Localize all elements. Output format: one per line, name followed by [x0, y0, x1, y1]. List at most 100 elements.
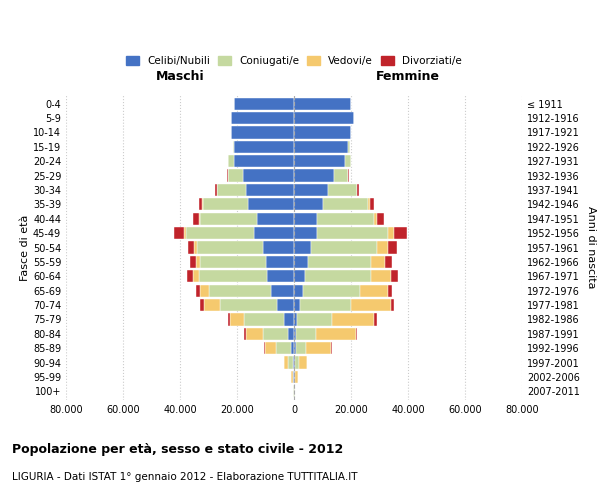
Bar: [294, 242, 311, 254]
Bar: [220, 299, 277, 311]
Bar: [197, 242, 263, 254]
Bar: [193, 270, 199, 282]
Bar: [359, 284, 388, 297]
Bar: [234, 155, 294, 168]
Bar: [188, 242, 194, 254]
Bar: [388, 227, 394, 239]
Bar: [289, 328, 294, 340]
Bar: [217, 184, 245, 196]
Bar: [348, 140, 350, 153]
Bar: [295, 371, 298, 383]
Bar: [203, 198, 248, 210]
Bar: [371, 256, 385, 268]
Bar: [194, 242, 197, 254]
Bar: [299, 356, 307, 368]
Bar: [277, 299, 294, 311]
Bar: [196, 284, 200, 297]
Bar: [265, 256, 294, 268]
Bar: [284, 314, 294, 326]
Bar: [295, 356, 299, 368]
Bar: [302, 284, 359, 297]
Bar: [374, 314, 377, 326]
Bar: [230, 314, 244, 326]
Bar: [174, 227, 184, 239]
Bar: [368, 198, 370, 210]
Bar: [294, 155, 346, 168]
Bar: [193, 212, 199, 225]
Bar: [391, 299, 394, 311]
Bar: [204, 299, 220, 311]
Bar: [371, 270, 391, 282]
Bar: [356, 328, 357, 340]
Bar: [215, 184, 217, 196]
Bar: [316, 328, 356, 340]
Bar: [234, 140, 294, 153]
Bar: [234, 98, 294, 110]
Bar: [374, 212, 377, 225]
Bar: [294, 170, 334, 181]
Bar: [200, 284, 209, 297]
Bar: [294, 198, 323, 210]
Bar: [244, 328, 245, 340]
Bar: [294, 184, 328, 196]
Bar: [184, 227, 186, 239]
Bar: [265, 342, 277, 354]
Bar: [298, 314, 332, 326]
Bar: [294, 256, 308, 268]
Bar: [370, 198, 374, 210]
Bar: [294, 356, 295, 368]
Bar: [394, 227, 407, 239]
Bar: [200, 212, 257, 225]
Bar: [290, 342, 294, 354]
Bar: [233, 140, 234, 153]
Bar: [391, 270, 398, 282]
Y-axis label: Fasce di età: Fasce di età: [20, 214, 30, 280]
Bar: [385, 256, 392, 268]
Bar: [294, 284, 302, 297]
Text: Femmine: Femmine: [376, 70, 440, 83]
Bar: [284, 356, 289, 368]
Bar: [277, 342, 290, 354]
Bar: [294, 98, 351, 110]
Bar: [317, 212, 374, 225]
Bar: [267, 270, 294, 282]
Bar: [388, 284, 392, 297]
Bar: [248, 198, 294, 210]
Text: LIGURIA - Dati ISTAT 1° gennaio 2012 - Elaborazione TUTTITALIA.IT: LIGURIA - Dati ISTAT 1° gennaio 2012 - E…: [12, 472, 358, 482]
Bar: [232, 112, 294, 124]
Bar: [311, 242, 377, 254]
Bar: [227, 170, 229, 181]
Bar: [200, 256, 265, 268]
Bar: [186, 227, 254, 239]
Bar: [317, 227, 388, 239]
Bar: [334, 170, 348, 181]
Bar: [308, 256, 371, 268]
Bar: [196, 256, 200, 268]
Bar: [294, 227, 317, 239]
Bar: [294, 342, 296, 354]
Bar: [242, 170, 294, 181]
Bar: [294, 299, 300, 311]
Legend: Celibi/Nubili, Coniugati/e, Vedovi/e, Divorziati/e: Celibi/Nubili, Coniugati/e, Vedovi/e, Di…: [122, 52, 466, 70]
Bar: [291, 371, 293, 383]
Bar: [296, 328, 316, 340]
Bar: [296, 342, 305, 354]
Bar: [190, 256, 196, 268]
Bar: [294, 328, 296, 340]
Bar: [351, 299, 391, 311]
Bar: [294, 314, 298, 326]
Bar: [187, 270, 193, 282]
Bar: [245, 328, 263, 340]
Bar: [332, 314, 374, 326]
Bar: [199, 198, 202, 210]
Bar: [294, 270, 305, 282]
Bar: [305, 270, 371, 282]
Bar: [377, 212, 384, 225]
Y-axis label: Anni di nascita: Anni di nascita: [586, 206, 596, 289]
Bar: [229, 155, 234, 168]
Bar: [294, 140, 348, 153]
Bar: [232, 126, 294, 138]
Bar: [294, 212, 317, 225]
Bar: [271, 284, 294, 297]
Bar: [200, 299, 204, 311]
